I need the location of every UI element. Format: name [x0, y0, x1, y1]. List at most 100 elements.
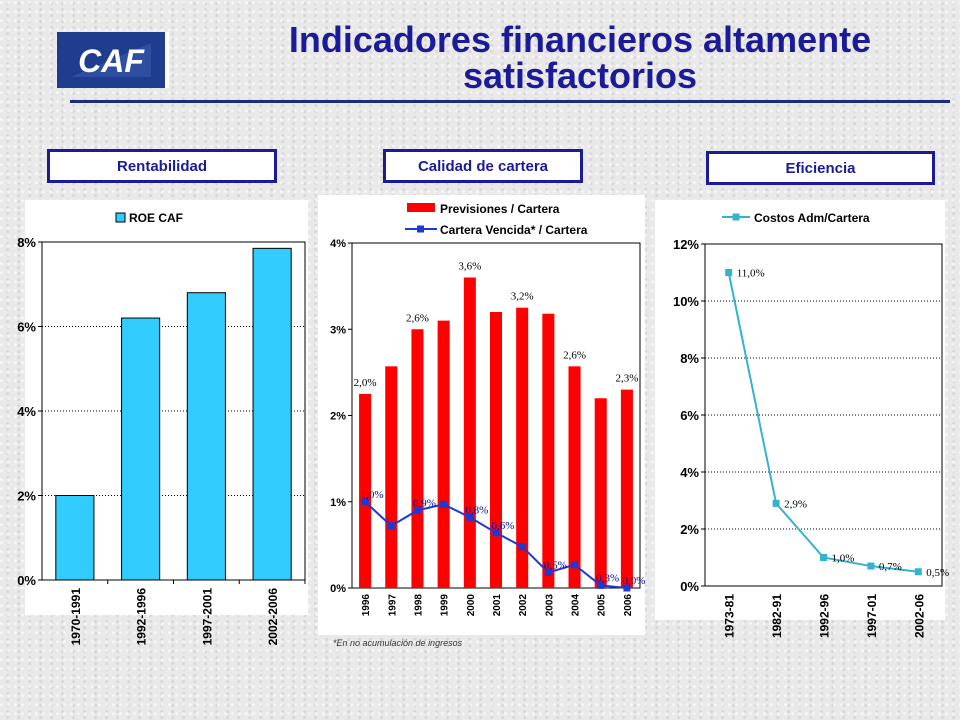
- cartera-vencida-point: [597, 581, 605, 589]
- costos-point: [914, 568, 922, 576]
- eficiencia-xtick-label: 1992-96: [818, 594, 832, 638]
- roe-xtick-label: 1992-1996: [135, 588, 149, 646]
- cartera-vencida-data-label: 0,3%: [596, 572, 619, 584]
- eficiencia-xtick-label: 2002-06: [912, 594, 926, 638]
- cartera-vencida-point: [466, 513, 474, 521]
- title-line-2: satisfactorios: [462, 55, 698, 96]
- previsiones-data-label: 3,6%: [458, 261, 481, 273]
- previsiones-data-label: 2,6%: [563, 349, 586, 361]
- costos-data-label: 0,5%: [926, 567, 949, 579]
- eficiencia-ytick-label: 10%: [673, 294, 699, 309]
- cartera-vencida-data-label: 0,5%: [544, 559, 567, 571]
- eficiencia-ytick-label: 6%: [680, 408, 699, 423]
- calidad-xtick-label: 2006: [623, 594, 634, 617]
- calidad-xtick-label: 2001: [492, 594, 503, 617]
- cartera-vencida-data-label: 1,0%: [361, 489, 384, 501]
- costos-legend-label: Costos Adm/Cartera: [754, 211, 870, 225]
- roe-bar: [55, 495, 95, 581]
- eficiencia-ytick-label: 12%: [673, 237, 699, 252]
- cartera-vencida-data-label: 0,8%: [465, 504, 488, 516]
- previsiones-bar: [359, 393, 372, 588]
- cartera-vencida-point: [518, 543, 526, 551]
- roe-ytick-label: 2%: [17, 489, 36, 504]
- roe-xtick-label: 2002-2006: [266, 588, 280, 646]
- panel-title-rentabilidad: Rentabilidad: [47, 149, 277, 183]
- eficiencia-xtick-label: 1973-81: [723, 594, 737, 638]
- roe-bar: [186, 292, 226, 581]
- calidad-xtick-label: 1996: [361, 594, 372, 617]
- previsiones-data-label: 3,2%: [511, 291, 534, 303]
- eficiencia-xtick-label: 1997-01: [865, 594, 879, 638]
- footnote: *En no acumulación de ingresos: [333, 638, 463, 648]
- cartera-vencida-data-label: 0,6%: [492, 520, 515, 532]
- costos-point: [725, 269, 733, 276]
- roe-ytick-label: 0%: [17, 573, 36, 588]
- panel-title-calidad: Calidad de cartera: [383, 149, 583, 183]
- calidad-ytick-label: 4%: [330, 238, 346, 250]
- previsiones-bar: [542, 313, 555, 588]
- title-line-1: Indicadores financieros altamente: [288, 19, 872, 60]
- roe-bar: [252, 247, 292, 581]
- previsiones-legend-label: Previsiones / Cartera: [440, 202, 560, 216]
- calidad-xtick-label: 1998: [413, 594, 424, 617]
- previsiones-bar: [620, 389, 633, 588]
- caf-logo: CAF: [57, 32, 169, 88]
- cartera-vencida-point: [492, 529, 500, 537]
- calidad-ytick-label: 2%: [330, 411, 346, 423]
- eficiencia-chart-area: [655, 200, 945, 620]
- previsiones-bar: [568, 366, 581, 588]
- roe-xtick-label: 1970-1991: [69, 588, 83, 646]
- costos-point: [772, 499, 780, 507]
- cartera-vencida-data-label: 0,9%: [413, 497, 436, 509]
- costos-point: [820, 554, 827, 561]
- calidad-xtick-label: 2002: [518, 594, 529, 617]
- logo-text: CAF: [78, 43, 145, 79]
- cartera-vencida-point: [387, 522, 395, 530]
- costos-data-label: 2,9%: [784, 498, 807, 510]
- calidad-chart-area: [318, 195, 645, 635]
- cartera-vencida-point: [544, 568, 552, 576]
- previsiones-data-label: 2,6%: [406, 312, 429, 324]
- previsiones-bar: [594, 398, 607, 588]
- cartera-vencida-data-label: 0,0%: [622, 575, 645, 587]
- previsiones-legend-swatch: [407, 203, 435, 212]
- cartera-vencida-point: [413, 506, 421, 514]
- calidad-xtick-label: 2004: [571, 594, 582, 617]
- calidad-xtick-label: 2005: [597, 594, 608, 617]
- eficiencia-xtick-label: 1982-91: [770, 594, 784, 638]
- roe-ytick-label: 4%: [17, 404, 36, 419]
- roe-ytick-label: 6%: [17, 320, 36, 335]
- costos-data-label: 11,0%: [737, 268, 765, 280]
- eficiencia-ytick-label: 2%: [680, 522, 699, 537]
- previsiones-data-label: 2,0%: [354, 377, 377, 389]
- cartera-vencida-point: [361, 498, 369, 506]
- calidad-xtick-label: 1999: [440, 594, 451, 617]
- roe-legend-label: ROE CAF: [129, 211, 183, 225]
- panel-title-eficiencia: Eficiencia: [706, 151, 935, 185]
- previsiones-bar: [463, 277, 476, 588]
- calidad-xtick-label: 1997: [387, 594, 398, 617]
- header-divider: [70, 100, 950, 103]
- previsiones-bar: [516, 307, 529, 588]
- previsiones-data-label: 2,3%: [615, 373, 638, 385]
- cartera-vencida-point: [571, 561, 579, 569]
- page-title: Indicadores financieros altamente satisf…: [220, 22, 940, 94]
- previsiones-bar: [437, 320, 450, 588]
- cartera-legend-marker: [417, 225, 424, 233]
- eficiencia-ytick-label: 4%: [680, 465, 699, 480]
- calidad-xtick-label: 2003: [544, 594, 555, 617]
- costos-point: [867, 562, 875, 570]
- costos-legend-marker: [732, 213, 740, 221]
- previsiones-bar: [385, 366, 398, 588]
- calidad-ytick-label: 1%: [330, 497, 346, 509]
- costos-data-label: 1,0%: [832, 553, 855, 565]
- calidad-ytick-label: 3%: [330, 324, 346, 336]
- calidad-ytick-label: 0%: [330, 583, 346, 595]
- cartera-vencida-point: [623, 584, 631, 592]
- roe-legend-swatch: [115, 212, 126, 223]
- cartera-legend-label: Cartera Vencida* / Cartera: [440, 223, 588, 237]
- previsiones-bar: [489, 312, 503, 588]
- eficiencia-ytick-label: 8%: [680, 351, 699, 366]
- eficiencia-ytick-label: 0%: [680, 579, 699, 594]
